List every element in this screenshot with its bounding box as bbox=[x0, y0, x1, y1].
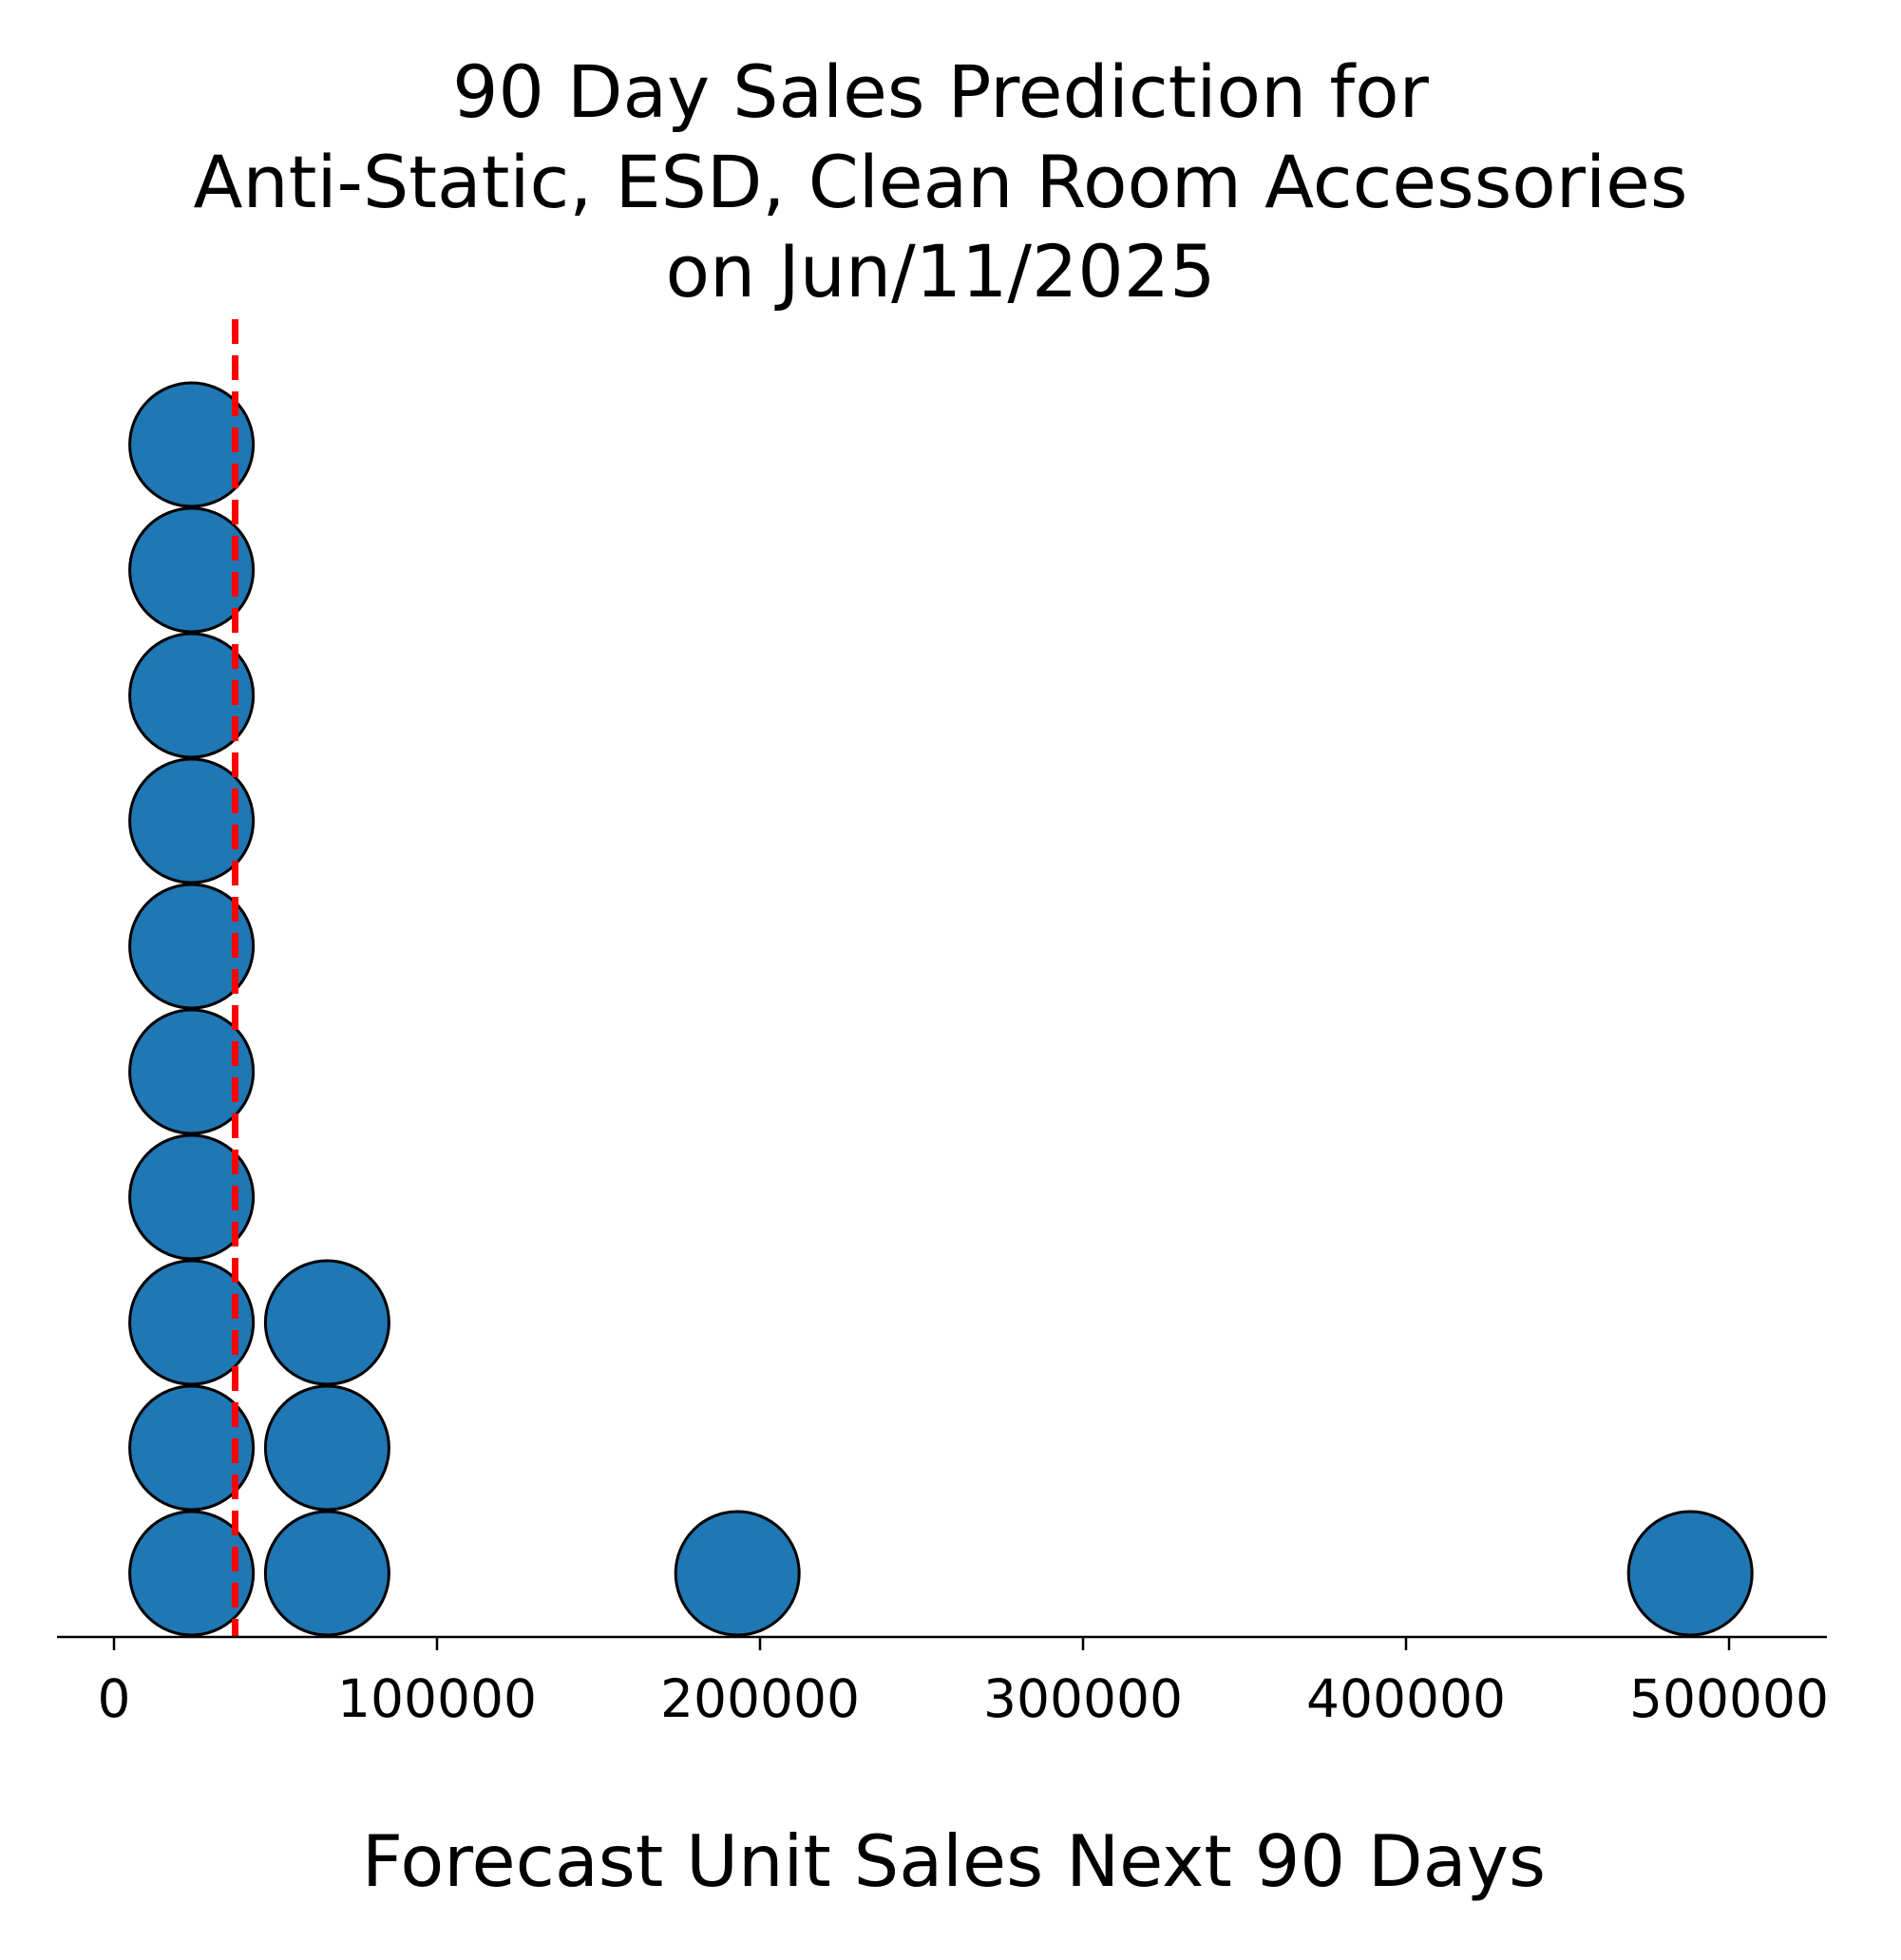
chart-title-line-1: 90 Day Sales Prediction for bbox=[452, 49, 1429, 134]
data-point bbox=[263, 1510, 390, 1637]
chart-title: 90 Day Sales Prediction for Anti-Static,… bbox=[193, 49, 1687, 314]
data-point bbox=[128, 757, 256, 885]
data-point bbox=[128, 1008, 256, 1135]
data-point bbox=[128, 883, 256, 1010]
data-point bbox=[128, 506, 256, 634]
x-axis-label: Forecast Unit Sales Next 90 Days bbox=[362, 1819, 1546, 1903]
chart-title-line-2: Anti-Static, ESD, Clean Room Accessories bbox=[193, 140, 1687, 224]
data-point bbox=[128, 1133, 256, 1261]
x-tick-label: 0 bbox=[98, 1668, 131, 1729]
x-tick-label: 100000 bbox=[337, 1668, 537, 1729]
chart-title-line-3: on Jun/11/2025 bbox=[666, 229, 1216, 314]
data-point bbox=[128, 1259, 256, 1386]
data-point bbox=[1626, 1510, 1754, 1637]
x-tick-label: 300000 bbox=[983, 1668, 1183, 1729]
x-tick-label: 400000 bbox=[1306, 1668, 1506, 1729]
x-tick-label: 200000 bbox=[660, 1668, 860, 1729]
data-point bbox=[674, 1510, 801, 1637]
data-point bbox=[128, 1510, 256, 1637]
data-point bbox=[128, 632, 256, 759]
x-axis-ticks: 0 100000 200000 300000 400000 500000 bbox=[98, 1637, 1829, 1729]
data-point bbox=[263, 1384, 390, 1512]
data-point bbox=[128, 1384, 256, 1512]
x-tick-label: 500000 bbox=[1629, 1668, 1829, 1729]
data-point bbox=[128, 381, 256, 508]
plot-area bbox=[128, 319, 1754, 1637]
data-point bbox=[263, 1259, 390, 1386]
